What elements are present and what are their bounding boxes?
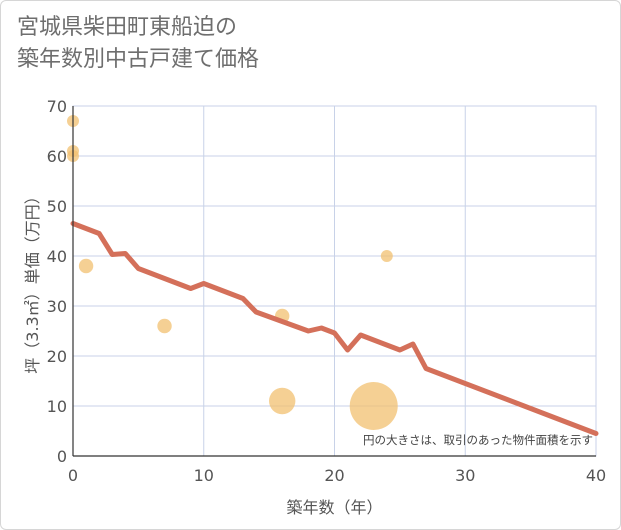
data-point — [349, 382, 398, 430]
size-note: 円の大きさは、取引のあった物件面積を示す — [363, 433, 593, 447]
data-point — [78, 258, 94, 274]
y-tick-label: 30 — [47, 297, 67, 316]
chart-title-line-1: 宮城県柴田町東船迫の — [17, 15, 238, 40]
x-tick-label: 0 — [68, 466, 78, 485]
y-tick-label: 70 — [47, 97, 67, 116]
chart-title-line-2: 築年数別中古戸建て価格 — [17, 47, 260, 72]
x-tick-label: 30 — [455, 466, 475, 485]
axes — [72, 106, 596, 457]
y-axis-label: 坪（3.3㎡）単価（万円） — [23, 188, 42, 373]
y-tick-label: 10 — [47, 397, 67, 416]
chart-title: 宮城県柴田町東船迫の 築年数別中古戸建て価格 — [17, 12, 259, 76]
data-point — [269, 387, 296, 415]
y-tick-label: 0 — [57, 447, 67, 466]
y-tick-label: 40 — [47, 247, 67, 266]
y-tick-label: 60 — [47, 147, 67, 166]
x-tick-label: 40 — [586, 466, 606, 485]
data-point — [380, 250, 393, 262]
y-tick-label: 50 — [47, 197, 67, 216]
data-points — [67, 115, 398, 430]
trend-line-group — [70, 221, 599, 436]
x-axis-label: 築年数（年） — [286, 498, 382, 517]
x-tick-label: 10 — [194, 466, 214, 485]
trend-line — [70, 221, 599, 436]
y-tick-label: 20 — [47, 347, 67, 366]
x-tick-label: 20 — [324, 466, 344, 485]
grid-lines — [72, 105, 597, 457]
tick-labels: 0 10 20 30 40 50 60 70 0 10 20 30 40 — [47, 97, 607, 485]
data-point — [157, 318, 172, 334]
